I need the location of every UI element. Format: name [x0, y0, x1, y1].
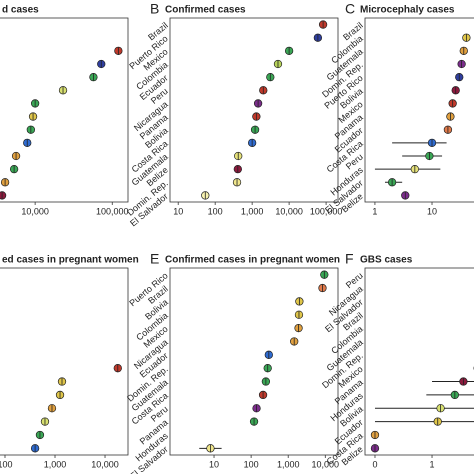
x-tick-label: 1,000	[277, 459, 300, 469]
panel-title: ed cases in pregnant women	[2, 255, 139, 266]
x-tick-label: 1,000	[241, 206, 264, 216]
x-tick-label: 100,000	[310, 206, 343, 216]
panel-title: Microcephaly cases	[360, 5, 455, 16]
x-tick-label: 10	[427, 206, 437, 216]
x-tick-label: 1	[372, 206, 377, 216]
x-tick-label: 1,000	[44, 459, 67, 469]
panel-frame	[169, 267, 339, 456]
x-tick-label: 10,000	[275, 206, 303, 216]
panel-title: GBS cases	[360, 255, 413, 266]
x-tick-label: 10	[173, 206, 183, 216]
x-tick-label: 100,000	[96, 206, 129, 216]
x-tick-label: 10,000	[91, 459, 119, 469]
x-tick-label: 10,000	[312, 459, 340, 469]
panel-frame	[364, 267, 474, 456]
x-tick-label: 10	[209, 459, 219, 469]
panel-letter: F	[345, 251, 354, 267]
x-tick-label: 100	[0, 459, 13, 469]
panel-frame	[169, 17, 339, 203]
x-tick-label: 10,000	[21, 206, 49, 216]
panel-frame	[0, 267, 129, 456]
x-tick-label: 100	[244, 459, 259, 469]
panel-letter: B	[150, 1, 159, 17]
x-tick-label: 100	[208, 206, 223, 216]
panel-title: Confirmed cases in pregnant women	[165, 255, 340, 266]
x-tick-label: 0	[372, 459, 377, 469]
panel-frame	[0, 17, 129, 203]
point	[0, 191, 7, 200]
panel-title: Confirmed cases	[165, 5, 246, 16]
panel-letter: E	[150, 251, 159, 267]
panel-frame	[364, 17, 474, 203]
x-tick-label: 1	[430, 459, 435, 469]
panel-title: d cases	[2, 5, 39, 16]
panel-letter: C	[345, 1, 355, 17]
